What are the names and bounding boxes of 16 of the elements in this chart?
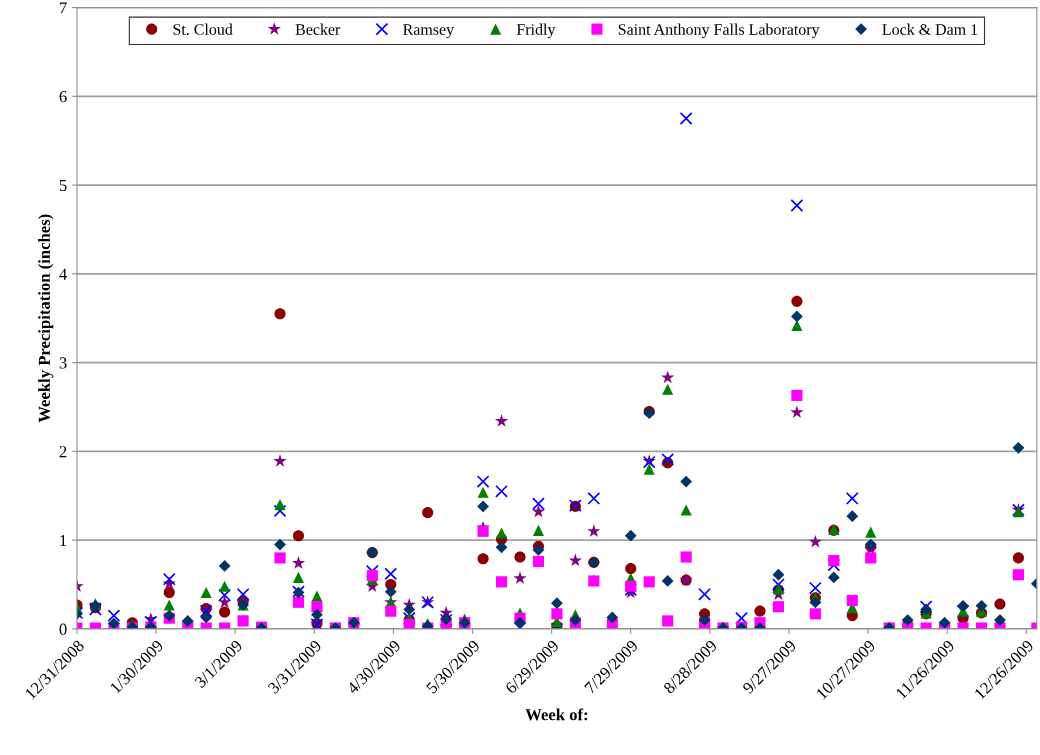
y-tick-label: 0 xyxy=(59,623,67,635)
legend-label: Saint Anthony Falls Laboratory xyxy=(618,23,820,39)
y-tick-label: 4 xyxy=(59,268,67,280)
y-tick-label: 2 xyxy=(59,446,67,458)
y-axis-title: Weekly Precipitation (inches) xyxy=(38,214,54,423)
y-tick-label: 5 xyxy=(59,179,67,192)
legend-label: Ramsey xyxy=(403,24,455,39)
y-tick-label: 3 xyxy=(59,357,67,369)
legend-label: Fridly xyxy=(516,23,556,39)
legend-label: St. Cloud xyxy=(173,23,233,35)
y-tick-label: 6 xyxy=(59,91,67,103)
y-tick-label: 7 xyxy=(60,2,67,14)
y-tick-label: 1 xyxy=(60,534,67,546)
legend-label: Becker xyxy=(295,23,341,35)
legend-label: Lock & Dam 1 xyxy=(882,23,978,35)
x-axis-title: Week of: xyxy=(525,708,588,721)
